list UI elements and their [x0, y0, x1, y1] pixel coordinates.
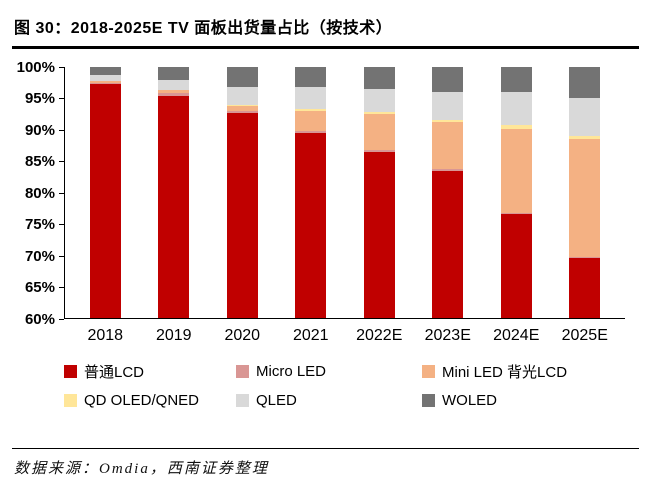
- legend-label: QLED: [256, 392, 297, 409]
- bar-segment: [432, 169, 464, 171]
- bar-segment: [158, 92, 190, 96]
- x-tick-label: 2023E: [424, 327, 471, 344]
- bar-segment: [363, 89, 395, 113]
- legend-swatch: [64, 394, 77, 407]
- bar-segment: [158, 67, 190, 81]
- legend-item: Mini LED 背光LCD: [422, 361, 639, 382]
- legend-label: Micro LED: [256, 363, 327, 380]
- legend-item: WOLED: [422, 392, 639, 409]
- x-tick-label: 2024E: [493, 327, 540, 344]
- bar-segment: [295, 109, 327, 111]
- legend-swatch: [64, 365, 77, 378]
- bar-segment: [569, 257, 601, 259]
- bar-segment: [363, 150, 395, 152]
- bar-segment: [226, 110, 258, 114]
- plot-area: [64, 67, 625, 319]
- x-tick-label: 2018: [87, 327, 124, 344]
- bar-segment: [158, 80, 190, 91]
- bar-segment: [432, 92, 464, 120]
- title-divider: [12, 46, 639, 49]
- bar-segment: [569, 136, 601, 140]
- bar-segment: [295, 67, 327, 88]
- bar-segment: [363, 151, 395, 318]
- bar-segment: [500, 67, 532, 93]
- legend-row: 普通LCD Micro LED Mini LED 背光LCD: [64, 361, 639, 382]
- bar-segment: [89, 80, 121, 83]
- legend-label: WOLED: [442, 392, 498, 409]
- legend-row: QD OLED/QNED QLED WOLED: [64, 392, 639, 409]
- bar-segment: [295, 132, 327, 318]
- bar-segment: [500, 125, 532, 129]
- bar-2022E: [363, 67, 395, 318]
- bar-segment: [569, 98, 601, 137]
- bar-segment: [363, 112, 395, 115]
- bar-segment: [432, 119, 464, 123]
- bar-2019: [158, 67, 190, 318]
- bar-segment: [432, 67, 464, 93]
- source-divider: [12, 448, 639, 449]
- legend: 普通LCD Micro LED Mini LED 背光LCD QD OLED/QNED…: [64, 361, 639, 409]
- bar-segment: [569, 258, 601, 318]
- bar-segment: [432, 122, 464, 170]
- bar-segment: [569, 67, 601, 99]
- legend-label: QD OLED/QNED: [84, 392, 200, 409]
- chart-area: 100% 95% 90% 85% 80% 75% 70% 65% 60%: [12, 58, 639, 328]
- bars-container: [65, 67, 625, 318]
- bar-segment: [226, 87, 258, 105]
- bar-segment: [363, 114, 395, 151]
- bar-segment: [363, 67, 395, 89]
- bar-segment: [500, 92, 532, 126]
- x-tick-label: 2020: [224, 327, 261, 344]
- legend-item: QD OLED/QNED: [64, 392, 236, 409]
- legend-swatch: [236, 365, 249, 378]
- bar-segment: [500, 214, 532, 318]
- bar-segment: [226, 113, 258, 318]
- bar-segment: [432, 170, 464, 318]
- legend-item: 普通LCD: [64, 361, 236, 382]
- legend-swatch: [422, 365, 435, 378]
- bar-segment: [226, 67, 258, 88]
- bar-segment: [89, 67, 121, 76]
- bar-segment: [226, 105, 258, 111]
- bar-segment: [226, 104, 258, 106]
- bar-2021: [295, 67, 327, 318]
- bar-2023E: [432, 67, 464, 318]
- y-axis: 100% 95% 90% 85% 80% 75% 70% 65% 60%: [16, 58, 55, 328]
- legend-label: 普通LCD: [84, 364, 145, 381]
- x-tick-label: 2019: [155, 327, 192, 344]
- legend-swatch: [422, 394, 435, 407]
- figure-title: 图 30：2018-2025E TV 面板出货量占比（按技术）: [14, 20, 393, 37]
- x-tick-label: 2022E: [356, 327, 403, 344]
- bar-2018: [89, 67, 121, 318]
- source-note: 数据来源：Omdia，西南证券整理: [14, 461, 269, 477]
- x-tick-label: 2021: [292, 327, 329, 344]
- bar-segment: [89, 83, 121, 318]
- bar-2024E: [500, 67, 532, 318]
- bar-segment: [158, 90, 190, 93]
- legend-item: QLED: [236, 392, 422, 409]
- bar-segment: [295, 131, 327, 133]
- bar-segment: [295, 110, 327, 132]
- legend-item: Micro LED: [236, 363, 422, 380]
- bar-segment: [158, 95, 190, 318]
- bar-2020: [226, 67, 258, 318]
- bar-segment: [295, 87, 327, 110]
- bar-segment: [500, 128, 532, 214]
- bar-segment: [89, 75, 121, 81]
- bar-2025E: [569, 67, 601, 318]
- bar-segment: [569, 139, 601, 258]
- legend-swatch: [236, 394, 249, 407]
- legend-label: Mini LED 背光LCD: [442, 364, 568, 381]
- x-tick-label: 2025E: [561, 327, 608, 344]
- x-axis-labels: 2018 2019 2020 2021 2022E 2023E 2024E 2025E: [65, 327, 625, 345]
- bar-segment: [500, 213, 532, 215]
- bar-segment: [89, 82, 121, 84]
